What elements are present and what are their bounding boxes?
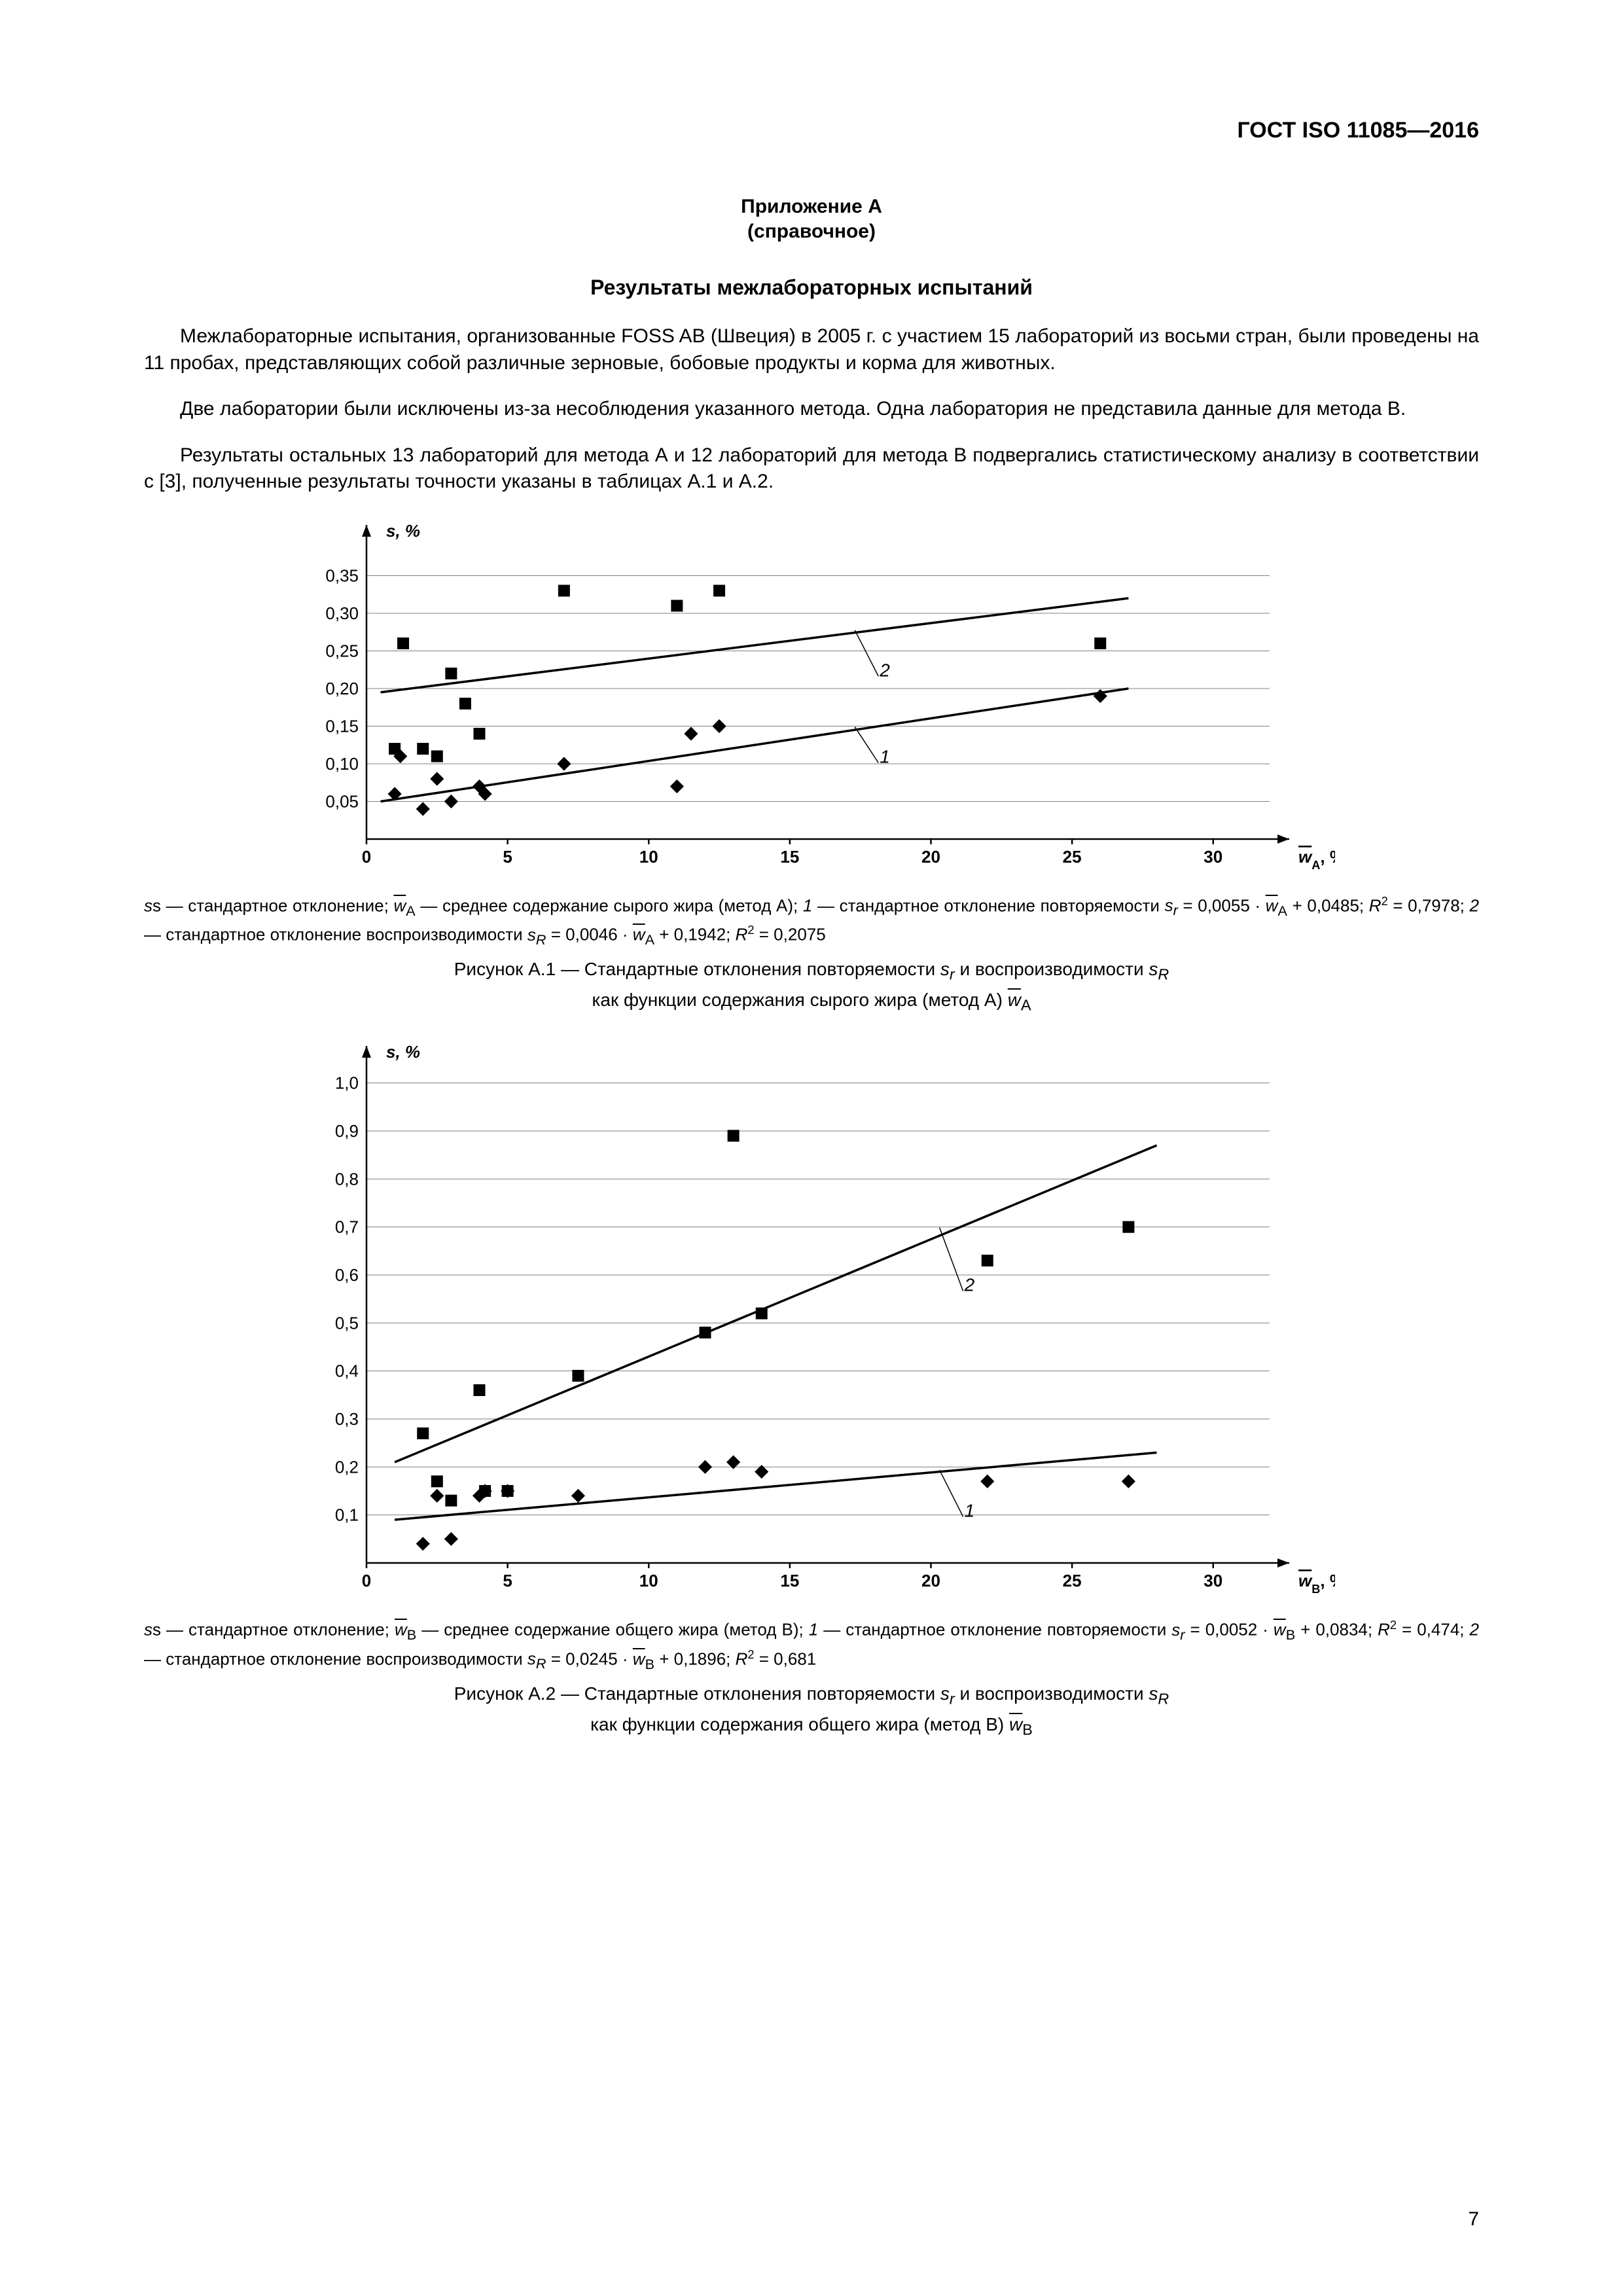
svg-text:15: 15 — [780, 847, 799, 867]
svg-text:10: 10 — [639, 847, 658, 867]
svg-text:30: 30 — [1204, 847, 1222, 867]
chart-a1: 0,05 0,10 0,15 0,20 0,25 0,30 0,35 0 5 10 15 20 25 30… — [288, 518, 1335, 885]
svg-text:30: 30 — [1204, 1571, 1222, 1590]
svg-text:20: 20 — [921, 847, 940, 867]
svg-text:1,0: 1,0 — [335, 1073, 359, 1093]
svg-text:0,9: 0,9 — [335, 1121, 359, 1141]
svg-text:0,4: 0,4 — [335, 1361, 359, 1381]
svg-text:0,7: 0,7 — [335, 1217, 359, 1237]
paragraph-2: Две лаборатории были исключены из-за нес… — [144, 396, 1479, 423]
svg-text:0,30: 0,30 — [325, 603, 359, 623]
page: ГОСТ ISO 11085—2016 Приложение А (справо… — [0, 0, 1623, 2296]
chart-a2-legend: ss — стандартное отклонение; wB — средне… — [144, 1617, 1479, 1675]
svg-text:0,8: 0,8 — [335, 1170, 359, 1189]
svg-text:15: 15 — [780, 1571, 799, 1590]
svg-text:2: 2 — [964, 1275, 975, 1295]
svg-text:s, %: s, % — [386, 521, 420, 541]
svg-text:0,2: 0,2 — [335, 1458, 359, 1477]
svg-text:0,3: 0,3 — [335, 1409, 359, 1429]
chart-a1-caption: Рисунок А.1 — Стандартные отклонения пов… — [144, 956, 1479, 1016]
svg-text:0: 0 — [362, 1571, 371, 1590]
svg-text:0,05: 0,05 — [325, 791, 359, 811]
svg-text:wB, %: wB, % — [1298, 1571, 1335, 1596]
svg-text:5: 5 — [503, 847, 512, 867]
svg-text:10: 10 — [639, 1571, 658, 1590]
svg-text:0,5: 0,5 — [335, 1314, 359, 1333]
svg-text:0,15: 0,15 — [325, 716, 359, 736]
svg-text:0,20: 0,20 — [325, 679, 359, 698]
paragraph-1: Межлабораторные испытания, организованны… — [144, 323, 1479, 376]
svg-text:1: 1 — [880, 746, 890, 766]
chart-a1-legend: ss — стандартное отклонение; wA — средне… — [144, 893, 1479, 951]
svg-text:0: 0 — [362, 847, 371, 867]
svg-text:25: 25 — [1063, 847, 1082, 867]
svg-text:25: 25 — [1063, 1571, 1082, 1590]
svg-text:5: 5 — [503, 1571, 512, 1590]
svg-text:2: 2 — [879, 660, 890, 680]
chart-a2-caption: Рисунок А.2 — Стандартные отклонения пов… — [144, 1680, 1479, 1741]
svg-text:0,35: 0,35 — [325, 565, 359, 585]
svg-text:20: 20 — [921, 1571, 940, 1590]
svg-text:0,10: 0,10 — [325, 754, 359, 774]
svg-text:0,1: 0,1 — [335, 1505, 359, 1525]
svg-text:0,6: 0,6 — [335, 1265, 359, 1285]
section-title: Результаты межлабораторных испытаний — [144, 276, 1479, 300]
page-number: 7 — [1468, 2208, 1479, 2231]
chart-a2: 0,1 0,2 0,3 0,4 0,5 0,6 0,7 0,8 0,9 1,0 0 5 10 15 20 25… — [288, 1039, 1335, 1609]
svg-text:1: 1 — [965, 1501, 975, 1521]
paragraph-3: Результаты остальных 13 лабораторий для … — [144, 442, 1479, 495]
document-header: ГОСТ ISO 11085—2016 — [144, 118, 1479, 143]
annex-subtitle: (справочное) — [144, 221, 1479, 243]
annex-title: Приложение А — [144, 196, 1479, 218]
svg-text:0,25: 0,25 — [325, 641, 359, 660]
svg-text:s, %: s, % — [386, 1042, 420, 1062]
svg-text:wA, %: wA, % — [1298, 847, 1335, 872]
